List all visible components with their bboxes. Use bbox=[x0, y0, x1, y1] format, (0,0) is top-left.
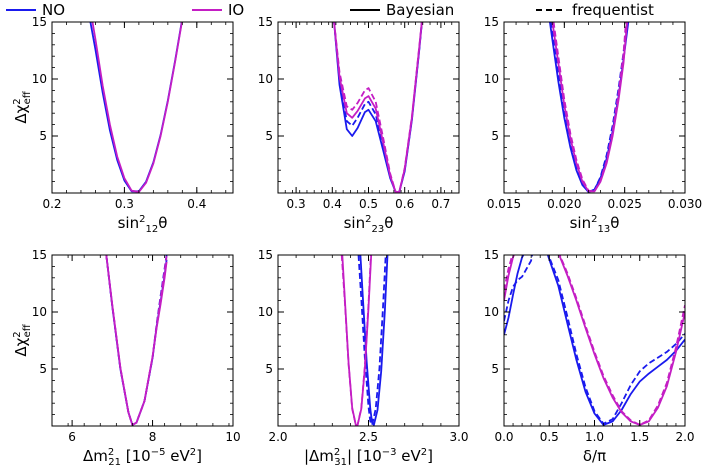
legend-label-frequentist: frequentist bbox=[572, 1, 654, 19]
series-io-solid bbox=[105, 255, 168, 426]
panel-sin2-theta23: 0.3 0.4 0.5 0.6 0.7 5 10 15 sin223θ bbox=[258, 15, 460, 235]
x-tick-label: 0.0 bbox=[494, 430, 513, 444]
series-no-solid bbox=[504, 255, 685, 426]
series-no-solid bbox=[105, 255, 168, 426]
y-tick-label: 5 bbox=[491, 362, 499, 376]
y-tick-label: 10 bbox=[32, 305, 47, 319]
x-tick-label: 0.4 bbox=[187, 197, 206, 211]
y-tick-label: 15 bbox=[258, 248, 273, 262]
x-tick-label: 3.0 bbox=[449, 430, 468, 444]
y-tick-label: 15 bbox=[484, 15, 499, 29]
series-no-solid bbox=[333, 22, 423, 193]
panel-sin2-theta12: 0.2 0.3 0.4 5 10 15 sin212θ Δχ2eff bbox=[12, 15, 234, 235]
x-tick-label: 0.025 bbox=[607, 197, 641, 211]
curves bbox=[548, 22, 630, 193]
panel-delta-m31: 2.0 2.5 3.0 5 10 15 |Δm2 31| [10−3 eV2] bbox=[258, 248, 469, 468]
curves bbox=[504, 255, 685, 426]
series-io-dashed bbox=[340, 255, 372, 426]
x-tick-label: 0.030 bbox=[668, 197, 702, 211]
series-io-solid bbox=[333, 22, 423, 193]
y-tick-label: 10 bbox=[32, 72, 47, 86]
x-tick-label: 6 bbox=[68, 430, 76, 444]
series-io-dashed bbox=[504, 255, 685, 426]
axes-frame bbox=[503, 21, 686, 194]
panel-delta-m21: 6 8 10 5 10 15 Δm2 21 [10−5 eV2] Δχ2eff bbox=[12, 248, 241, 468]
y-tick-label: 15 bbox=[484, 248, 499, 262]
x-tick-label: 10 bbox=[225, 430, 240, 444]
curves bbox=[333, 22, 423, 193]
x-tick-label: 0.6 bbox=[395, 197, 414, 211]
legend-label-no: NO bbox=[42, 1, 65, 19]
series-io-solid bbox=[504, 255, 685, 426]
series-no-dashed bbox=[504, 255, 685, 425]
y-tick-label: 5 bbox=[265, 362, 273, 376]
axes-frame bbox=[277, 21, 460, 194]
x-tick-label: 0.020 bbox=[547, 197, 581, 211]
y-tick-label: 5 bbox=[491, 129, 499, 143]
x-axis-label: |Δm2 31| [10−3 eV2] bbox=[304, 447, 433, 468]
x-axis-label: sin212θ bbox=[118, 214, 168, 235]
x-tick-label: 1.0 bbox=[585, 430, 604, 444]
series-no-dashed bbox=[105, 255, 168, 426]
legend-item-no: NO bbox=[6, 1, 65, 19]
curves bbox=[105, 255, 168, 426]
y-tick-label: 5 bbox=[39, 362, 47, 376]
x-axis-label: Δm2 21 [10−5 eV2] bbox=[83, 447, 202, 468]
x-axis-label: δ/π bbox=[583, 447, 606, 465]
series-no-dashed bbox=[357, 255, 387, 426]
axes-frame bbox=[503, 254, 686, 427]
x-tick-label: 0.5 bbox=[540, 430, 559, 444]
series-no-solid bbox=[89, 22, 183, 193]
y-axis-label: Δχ2eff bbox=[12, 90, 33, 123]
x-tick-label: 8 bbox=[149, 430, 157, 444]
legend: NO IO Bayesian frequentist bbox=[6, 1, 654, 19]
y-tick-label: 5 bbox=[39, 129, 47, 143]
panel-delta-cp: 0.0 0.5 1.0 1.5 2.0 5 10 15 δ/π bbox=[484, 248, 695, 465]
legend-item-frequentist: frequentist bbox=[536, 1, 654, 19]
x-tick-label: 2.0 bbox=[268, 430, 287, 444]
y-tick-label: 10 bbox=[484, 72, 499, 86]
x-tick-label: 0.2 bbox=[42, 197, 61, 211]
x-tick-label: 0.3 bbox=[115, 197, 134, 211]
legend-label-io: IO bbox=[228, 1, 244, 19]
series-io-dashed bbox=[105, 255, 168, 426]
series-io-dashed bbox=[333, 22, 423, 193]
axes-frame bbox=[51, 254, 234, 427]
x-tick-label: 2.5 bbox=[359, 430, 378, 444]
x-tick-label: 0.5 bbox=[359, 197, 378, 211]
y-tick-label: 15 bbox=[32, 15, 47, 29]
series-no-dashed bbox=[333, 22, 423, 193]
y-tick-label: 10 bbox=[258, 305, 273, 319]
x-axis-label: sin223θ bbox=[344, 214, 394, 235]
y-tick-label: 10 bbox=[484, 305, 499, 319]
legend-item-io: IO bbox=[192, 1, 244, 19]
y-axis-label: Δχ2eff bbox=[12, 323, 33, 356]
y-tick-label: 15 bbox=[258, 15, 273, 29]
series-io-dashed bbox=[552, 22, 627, 193]
y-tick-label: 5 bbox=[265, 129, 273, 143]
x-tick-label: 0.4 bbox=[323, 197, 342, 211]
series-io-solid bbox=[91, 22, 183, 193]
x-tick-label: 1.5 bbox=[630, 430, 649, 444]
axes-frame bbox=[51, 21, 234, 194]
panel-sin2-theta13: 0.015 0.020 0.025 0.030 5 10 15 sin213θ bbox=[484, 15, 702, 235]
x-axis-label: sin213θ bbox=[570, 214, 620, 235]
x-tick-label: 2.0 bbox=[675, 430, 694, 444]
x-tick-label: 0.7 bbox=[431, 197, 450, 211]
x-tick-label: 0.015 bbox=[487, 197, 521, 211]
curves bbox=[340, 255, 389, 426]
y-tick-label: 10 bbox=[258, 72, 273, 86]
y-tick-label: 15 bbox=[32, 248, 47, 262]
curves bbox=[89, 22, 183, 193]
x-tick-label: 0.3 bbox=[287, 197, 306, 211]
legend-item-bayesian: Bayesian bbox=[350, 1, 454, 19]
legend-label-bayesian: Bayesian bbox=[386, 1, 454, 19]
